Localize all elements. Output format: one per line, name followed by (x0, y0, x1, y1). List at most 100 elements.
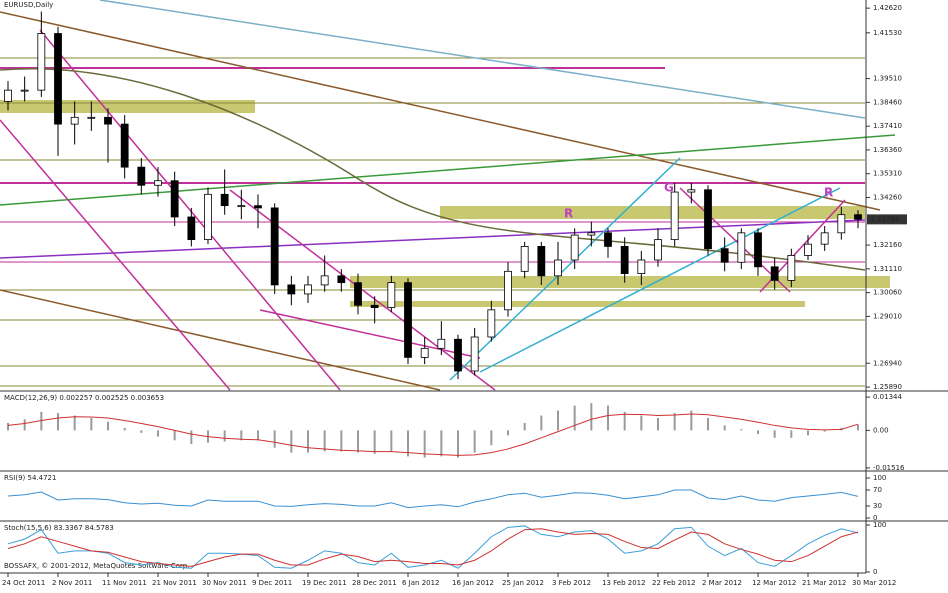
x-tick-label: 19 Dec 2011 (302, 579, 347, 587)
x-tick-label: 6 Jan 2012 (402, 579, 440, 587)
trendline (0, 119, 231, 391)
indicator-line (7, 489, 859, 509)
candle-body (304, 284, 312, 295)
candle-body (270, 207, 279, 286)
candle-body (537, 246, 546, 277)
x-tick-label: 12 Mar 2012 (752, 579, 796, 587)
annotation: R (564, 207, 573, 221)
indicator-title: MACD(12,26,9) 0.002257 0.002525 0.003653 (4, 394, 164, 402)
candle-body (604, 232, 612, 247)
candle-body (620, 246, 629, 274)
x-tick-label: 9 Dec 2011 (252, 579, 292, 587)
candle-body (220, 193, 229, 207)
trendline (39, 29, 341, 391)
candle-body (587, 232, 596, 236)
candle-body (137, 166, 146, 186)
y-tick-label: 1.38460 (873, 98, 902, 106)
candle-body (770, 266, 779, 281)
candle-body (787, 255, 796, 281)
indicator-line (7, 525, 859, 569)
candle-body (554, 259, 562, 277)
trendline (259, 309, 481, 359)
trendline (99, 0, 866, 119)
y-tick-label: 0 (873, 514, 877, 522)
candle-body (687, 189, 696, 193)
candle-body (370, 304, 379, 308)
y-tick-label: 1.37410 (873, 122, 902, 130)
zone (350, 276, 890, 288)
candle-body (470, 336, 479, 372)
y-tick-label: 1.35310 (873, 170, 902, 178)
y-tick-label: 0 (873, 568, 877, 576)
trendline (449, 157, 681, 381)
credit: BOSSAFX, © 2001-2012, MetaQuotes Softwar… (4, 562, 189, 570)
annotation: R (824, 186, 833, 200)
candle-body (120, 123, 129, 168)
candle-body (320, 275, 329, 286)
candle-body (670, 191, 679, 241)
candle-body (104, 116, 112, 125)
x-tick-label: 28 Dec 2011 (352, 579, 397, 587)
x-tick-label: 16 Jan 2012 (452, 579, 494, 587)
candle-body (520, 246, 529, 272)
candle-body (854, 214, 862, 220)
y-tick-label: 1.26940 (873, 359, 902, 367)
y-tick-label: 0.01344 (873, 393, 902, 401)
y-tick-label: 100 (873, 474, 886, 482)
last-price-box (867, 214, 907, 225)
x-tick-label: 30 Nov 2011 (202, 579, 247, 587)
x-tick-label: 2 Nov 2011 (52, 579, 92, 587)
signal-line (7, 413, 859, 456)
candle-body (404, 282, 412, 358)
candle-body (837, 214, 846, 234)
trendline (0, 134, 896, 206)
candle-body (287, 284, 296, 295)
candle-body (254, 205, 262, 209)
candle-body (420, 347, 429, 358)
candle-body (187, 216, 196, 241)
x-tick-label: 25 Jan 2012 (502, 579, 544, 587)
y-tick-label: -0.01516 (873, 464, 905, 472)
indicator-line (7, 528, 859, 567)
candle-body (437, 338, 446, 349)
x-tick-label: 22 Feb 2012 (652, 579, 696, 587)
y-tick-label: 1.39510 (873, 75, 902, 83)
candle-body (70, 116, 79, 125)
x-tick-label: 3 Feb 2012 (552, 579, 591, 587)
y-tick-label: 30 (873, 502, 882, 510)
chart-title: EURUSD,Daily (4, 1, 53, 9)
candle-body (54, 33, 62, 125)
x-tick-label: 13 Feb 2012 (602, 579, 646, 587)
trendline (479, 187, 841, 373)
zone (350, 301, 805, 307)
indicator-title: Stoch(15,5,6) 83.3367 84.5783 (4, 524, 114, 532)
y-tick-label: 0.00 (873, 426, 889, 434)
y-tick-label: 1.42620 (873, 4, 902, 12)
y-tick-label: 1.36360 (873, 146, 902, 154)
indicator-title: RSI(9) 54.4721 (4, 474, 56, 482)
y-tick-label: 1.29010 (873, 312, 902, 320)
candle-body (154, 180, 162, 186)
candle-body (737, 232, 746, 263)
candle-body (454, 338, 462, 372)
y-tick-label: 70 (873, 486, 882, 494)
y-tick-label: 1.30060 (873, 289, 902, 297)
trendline (0, 11, 881, 211)
candle-body (754, 232, 762, 268)
x-tick-label: 2 Mar 2012 (702, 579, 742, 587)
candle-body (87, 116, 96, 119)
candle-body (20, 89, 29, 92)
x-tick-label: 21 Nov 2011 (152, 579, 197, 587)
annotation: G (664, 181, 674, 195)
candle-body (504, 270, 512, 311)
x-tick-label: 21 Mar 2012 (802, 579, 846, 587)
candle-body (654, 239, 662, 261)
y-tick-label: 1.41530 (873, 29, 902, 37)
candle-body (820, 232, 829, 245)
candle-body (637, 259, 646, 274)
candle-body (487, 309, 496, 338)
drawings (0, 0, 896, 391)
x-tick-label: 11 Nov 2011 (102, 579, 147, 587)
